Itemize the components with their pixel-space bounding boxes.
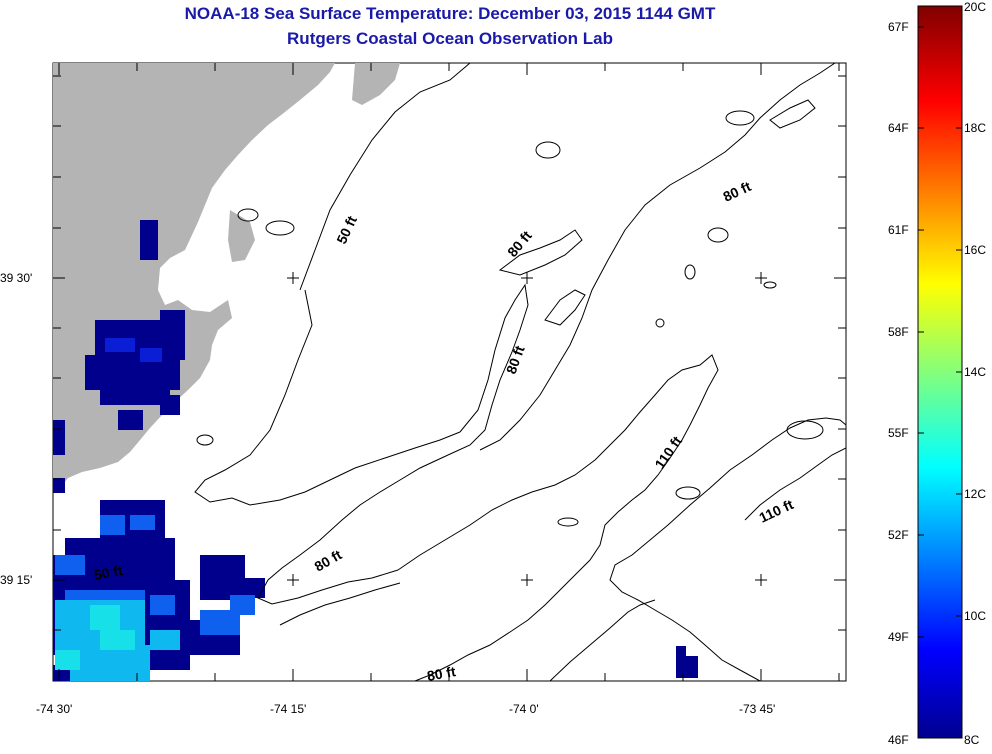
map-subtitle: Rutgers Coastal Ocean Observation Lab: [287, 29, 613, 48]
shore-blue-cells: [105, 338, 162, 362]
colorbar: [917, 5, 963, 739]
colorbar-c-label: 20C: [964, 0, 987, 14]
colorbar-f-label: 52F: [888, 528, 909, 542]
colorbar-f-label: 64F: [888, 121, 909, 135]
map-ticks: [53, 63, 846, 681]
map-title: NOAA-18 Sea Surface Temperature: Decembe…: [184, 4, 716, 23]
colorbar-f-label: 46F: [888, 733, 909, 747]
colorbar-f-label: 55F: [888, 426, 909, 440]
colorbar-c-label: 10C: [964, 609, 987, 623]
colorbar-c-label: 16C: [964, 243, 987, 257]
lat-label: 39 15': [0, 573, 33, 587]
colorbar-f-label: 61F: [888, 223, 909, 237]
colorbar-c-label: 18C: [964, 121, 987, 135]
bathymetry-contours: [194, 63, 846, 681]
colorbar-ticks: [918, 26, 962, 638]
warmest-water-patch: [55, 605, 135, 670]
lon-label: -73 45': [739, 702, 776, 716]
lon-label: -74 30': [36, 702, 73, 716]
colorbar-c-label: 8C: [964, 733, 980, 747]
contour-label: 50 ft: [93, 562, 124, 583]
colorbar-f-label: 58F: [888, 325, 909, 339]
colorbar-f-label: 49F: [888, 630, 909, 644]
lat-label: 39 30': [0, 271, 33, 285]
land-patch: [352, 63, 400, 105]
colorbar-c-label: 12C: [964, 487, 987, 501]
lon-label: -74 15': [270, 702, 307, 716]
contour-islands: [196, 99, 824, 527]
colorbar-f-label: 67F: [888, 20, 909, 34]
lon-label: -74 0': [509, 702, 539, 716]
land-patch: [228, 210, 255, 262]
colorbar-c-label: 14C: [964, 365, 987, 379]
